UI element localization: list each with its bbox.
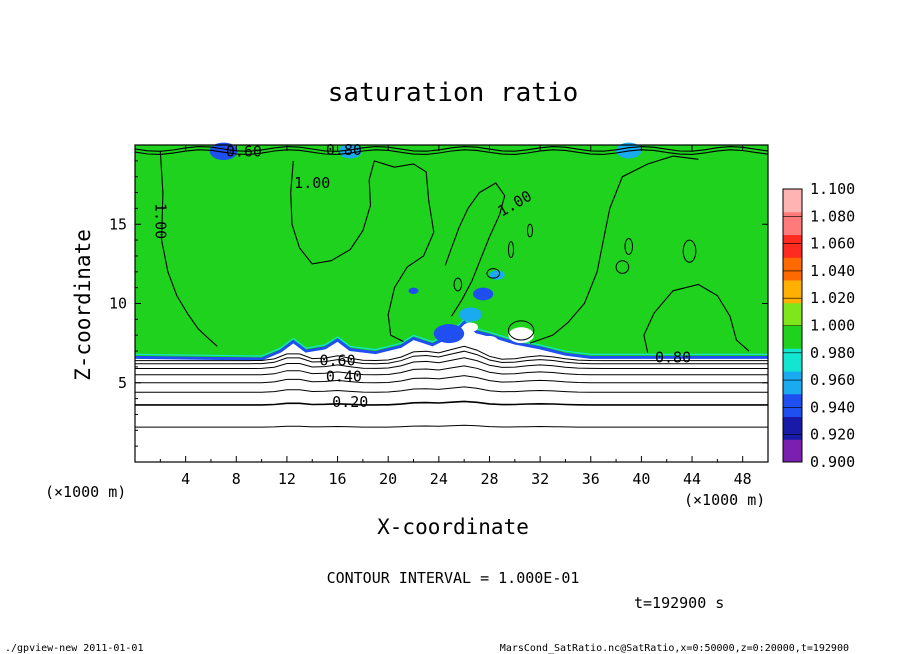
contour-label: 0.80 bbox=[326, 141, 362, 159]
x-tick-label: 12 bbox=[278, 470, 296, 488]
contour-label: 0.60 bbox=[319, 352, 355, 370]
colorbar-label: 0.900 bbox=[810, 453, 855, 471]
chart-title: saturation ratio bbox=[328, 78, 578, 108]
contour-label: 0.60 bbox=[226, 142, 262, 160]
x-tick-label: 16 bbox=[329, 470, 347, 488]
colorbar-label: 1.020 bbox=[810, 289, 855, 307]
z-unit-label: (×1000 m) bbox=[45, 483, 126, 501]
contour-line-low bbox=[135, 357, 768, 369]
contour-line-low bbox=[135, 400, 768, 406]
footer-left: ./gpview-new 2011-01-01 bbox=[5, 643, 143, 654]
contour-label: 0.20 bbox=[332, 393, 368, 411]
contour-line-upper bbox=[290, 160, 435, 342]
contour-label: 1.00 bbox=[151, 203, 169, 239]
colorbar-label: 1.080 bbox=[810, 207, 855, 225]
x-tick-label: 24 bbox=[430, 470, 448, 488]
colorbar-segment bbox=[783, 234, 802, 258]
contour-loop bbox=[507, 320, 535, 341]
y-axis-label: Z-coordinate bbox=[71, 229, 95, 381]
contour-loop bbox=[486, 268, 501, 279]
contour-loop bbox=[526, 223, 534, 238]
contour-label: 0.80 bbox=[655, 348, 691, 366]
colorbar-label: 0.980 bbox=[810, 344, 855, 362]
x-tick-label: 4 bbox=[181, 470, 190, 488]
y-ticks: 5 10 15 bbox=[109, 160, 768, 447]
x-unit-label: (×1000 m) bbox=[684, 491, 765, 509]
contour-line-low bbox=[135, 345, 768, 362]
cloud-base-fringe bbox=[134, 320, 768, 361]
contour-loop bbox=[507, 241, 515, 259]
y-tick-label: 5 bbox=[118, 374, 127, 392]
colorbar-segment bbox=[783, 439, 802, 463]
colorbar-segment bbox=[783, 325, 802, 349]
contour-line-low bbox=[135, 365, 768, 376]
plume-patch bbox=[462, 322, 479, 333]
colorbar-label: 1.100 bbox=[810, 180, 855, 198]
contour-line-low bbox=[135, 424, 768, 428]
x-tick-label: 20 bbox=[379, 470, 397, 488]
contour-line-low bbox=[135, 375, 768, 384]
contour-loop bbox=[624, 238, 634, 255]
plume-patch bbox=[508, 327, 534, 344]
colorbar-segment bbox=[783, 416, 802, 440]
contour-line-top bbox=[134, 146, 769, 152]
plume-patch bbox=[473, 287, 494, 301]
contour-line-upper bbox=[159, 151, 218, 347]
footer-right: MarsCond_SatRatio.nc@SatRatio,x=0:50000,… bbox=[500, 643, 849, 654]
colorbar-segment bbox=[783, 280, 802, 304]
contour-interval-text: CONTOUR INTERVAL = 1.000E-01 bbox=[327, 569, 580, 587]
time-text: t=192900 s bbox=[634, 594, 724, 612]
colorbar-segment bbox=[783, 211, 802, 235]
contour-line-upper bbox=[643, 283, 750, 353]
contour-loop bbox=[682, 239, 697, 263]
plume-patch bbox=[489, 270, 505, 280]
saturated-region bbox=[135, 145, 768, 359]
x-tick-label: 48 bbox=[734, 470, 752, 488]
plot-area: 0.60 0.801.001.001.000.800.600.400.20 bbox=[134, 141, 769, 463]
x-tick-label: 40 bbox=[632, 470, 650, 488]
x-tick-label: 28 bbox=[480, 470, 498, 488]
colorbar-label: 0.960 bbox=[810, 371, 855, 389]
x-tick-label: 44 bbox=[683, 470, 701, 488]
colorbar-segment bbox=[783, 393, 802, 417]
contour-line-low bbox=[135, 350, 768, 365]
y-tick-label: 10 bbox=[109, 295, 127, 313]
x-tick-label: 8 bbox=[232, 470, 241, 488]
contour-line-top bbox=[134, 149, 769, 155]
colorbar-label: 1.060 bbox=[810, 235, 855, 253]
contour-loop bbox=[453, 277, 463, 292]
colorbar-segment bbox=[783, 348, 802, 372]
contour-line-low bbox=[135, 386, 768, 393]
contour-line-upper bbox=[444, 182, 506, 317]
plume-patch bbox=[459, 307, 482, 322]
colorbar-label: 1.000 bbox=[810, 317, 855, 335]
colorbar: 0.900 0.920 0.940 0.960 0.980 1.000 1.020 1.040… bbox=[782, 180, 855, 471]
plume-patch bbox=[338, 144, 362, 159]
colorbar-segment bbox=[783, 371, 802, 395]
x-tick-label: 32 bbox=[531, 470, 549, 488]
plume-patch bbox=[433, 324, 465, 344]
colorbar-label: 1.040 bbox=[810, 262, 855, 280]
plume-patch bbox=[480, 335, 499, 348]
colorbar-label: 0.920 bbox=[810, 426, 855, 444]
x-tick-label: 36 bbox=[582, 470, 600, 488]
contour-label: 1.00 bbox=[294, 174, 330, 192]
contour-loop bbox=[615, 260, 630, 274]
plume-patch bbox=[209, 142, 238, 161]
plume-patch bbox=[408, 287, 419, 294]
x-axis-label: X-coordinate bbox=[377, 515, 529, 539]
cloud-base-fringe-cyan bbox=[134, 318, 768, 357]
contour-label: 0.40 bbox=[326, 367, 362, 385]
colorbar-segment bbox=[783, 189, 802, 213]
colorbar-segment bbox=[783, 257, 802, 281]
colorbar-label: 0.940 bbox=[810, 398, 855, 416]
colorbar-segment bbox=[783, 302, 802, 326]
x-ticks: 4 8 12 16 20 24 28 32 36 40 44 48 bbox=[159, 145, 752, 488]
contour-line-upper bbox=[529, 155, 699, 344]
y-tick-label: 15 bbox=[109, 215, 127, 233]
